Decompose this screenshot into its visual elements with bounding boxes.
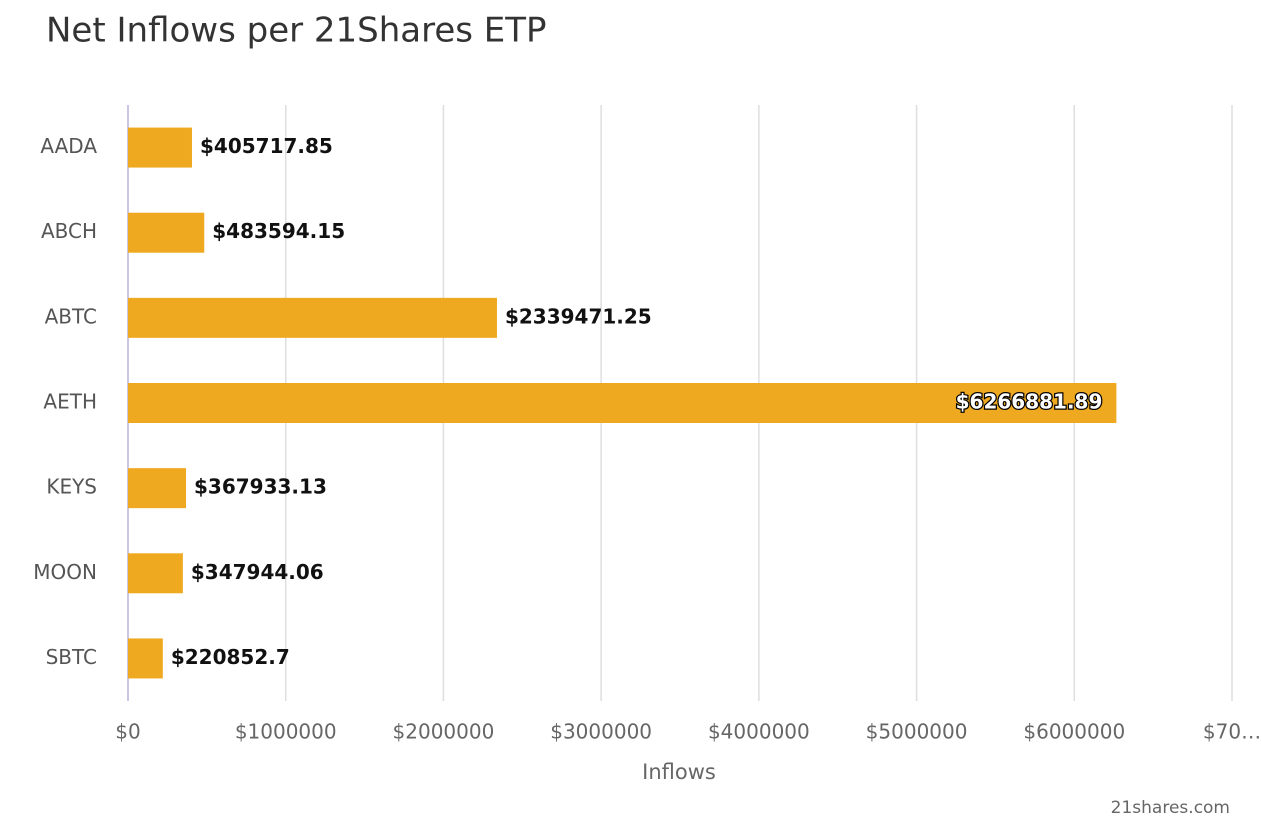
category-label: KEYS [46,475,97,499]
bar [128,553,183,594]
value-label: $483594.15 [212,219,345,243]
category-label: ABCH [41,219,97,243]
category-label: ABTC [45,304,97,328]
category-label: SBTC [46,645,97,669]
bar [128,127,192,168]
x-tick-label: $70… [1203,720,1261,744]
x-axis-title: Inflows [642,760,716,784]
value-label: $6266881.89 [956,390,1103,414]
x-tick-label: $0 [115,720,140,744]
bar [128,383,1117,423]
value-label: $347944.06 [191,560,324,584]
value-label: $405717.85 [200,134,333,158]
x-tick-label: $1000000 [235,720,337,744]
x-tick-label: $6000000 [1023,720,1125,744]
bar [128,468,187,509]
x-tick-label: $3000000 [550,720,652,744]
x-tick-label: $2000000 [393,720,495,744]
credit: 21shares.com [1111,798,1230,818]
value-label: $367933.13 [194,475,327,499]
bar [128,297,497,338]
bar [128,212,205,253]
bar [128,638,163,679]
chart-title: Net Inflows per 21Shares ETP [46,11,547,51]
category-label: AADA [40,134,97,158]
value-label: $220852.7 [171,645,290,669]
category-label: MOON [33,560,97,584]
x-tick-label: $5000000 [866,720,968,744]
category-label: AETH [43,390,97,414]
x-tick-label: $4000000 [708,720,810,744]
value-label: $2339471.25 [505,304,652,328]
